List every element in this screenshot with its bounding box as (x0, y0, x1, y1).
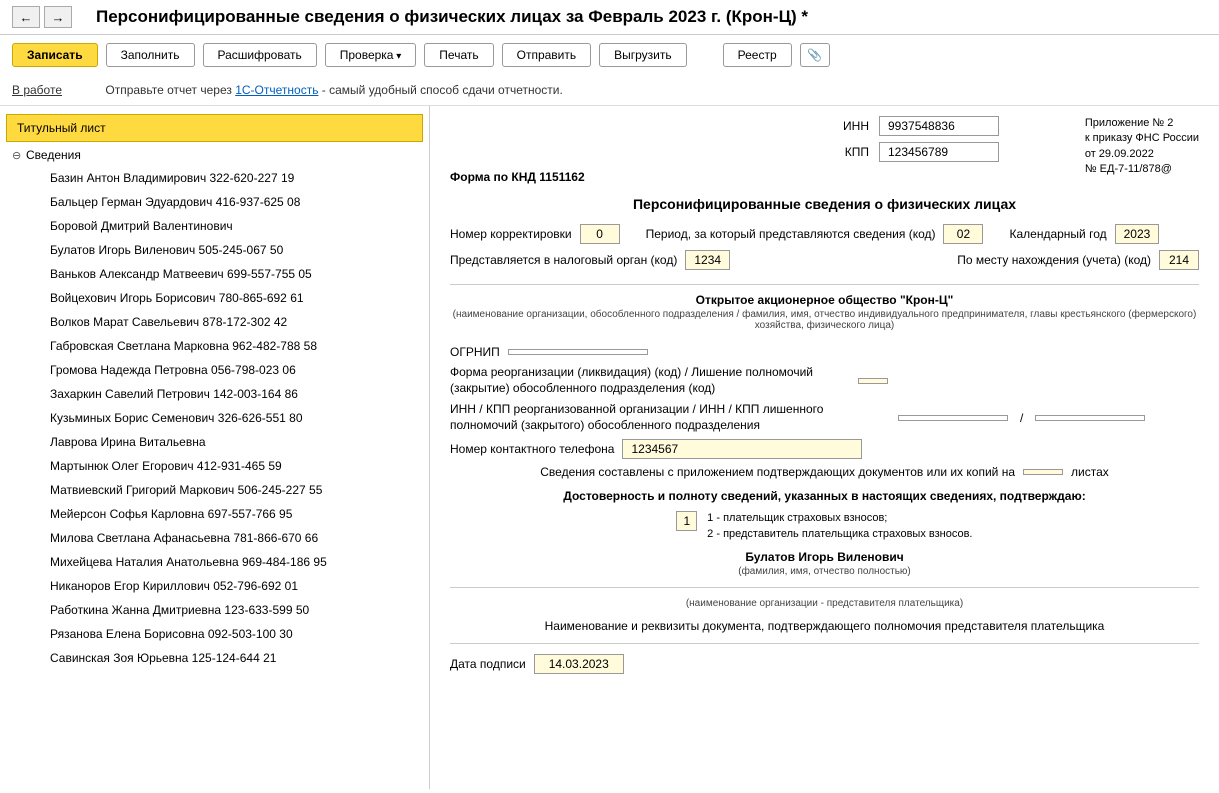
org-sub: (наименование организации, обособленного… (450, 309, 1199, 331)
decode-button[interactable]: Расшифровать (203, 43, 317, 67)
person-item[interactable]: Ваньков Александр Матвеевич 699-557-755 … (26, 262, 423, 286)
collapse-icon: ⊖ (12, 149, 26, 162)
sidebar: Титульный лист ⊖ Сведения Базин Антон Вл… (0, 106, 430, 789)
inn-kpp-reorg-label: ИНН / КПП реорганизованной организации /… (450, 402, 890, 433)
person-item[interactable]: Захаркин Савелий Петрович 142-003-164 86 (26, 382, 423, 406)
status-link[interactable]: 1С-Отчетность (235, 83, 318, 97)
person-item[interactable]: Габровская Светлана Марковна 962-482-788… (26, 334, 423, 358)
ogrnip-label: ОГРНИП (450, 345, 500, 359)
status-text-pre: Отправьте отчет через (105, 83, 235, 97)
org-name: Открытое акционерное общество "Крон-Ц" (450, 293, 1199, 307)
period-field[interactable]: 02 (943, 224, 983, 244)
person-item[interactable]: Мейерсон Софья Карловна 697-557-766 95 (26, 502, 423, 526)
reorg-inn-field[interactable] (898, 415, 1008, 421)
docs-label-post: листах (1071, 465, 1109, 479)
year-label: Календарный год (1009, 227, 1106, 241)
registry-button[interactable]: Реестр (723, 43, 792, 67)
tax-org-label: Представляется в налоговый орган (код) (450, 253, 677, 267)
person-item[interactable]: Работкина Жанна Дмитриевна 123-633-599 5… (26, 598, 423, 622)
phone-label: Номер контактного телефона (450, 442, 614, 456)
location-field[interactable]: 214 (1159, 250, 1199, 270)
kpp-label: КПП (845, 145, 869, 159)
status-state[interactable]: В работе (12, 83, 62, 97)
confirm-code-field[interactable]: 1 (676, 511, 697, 531)
ogrnip-field[interactable] (508, 349, 648, 355)
year-field[interactable]: 2023 (1115, 224, 1160, 244)
attach-button[interactable]: 📎 (800, 43, 830, 67)
docs-label-pre: Сведения составлены с приложением подтве… (540, 465, 1015, 479)
nav-back[interactable]: ← (12, 6, 40, 28)
correction-field[interactable]: 0 (580, 224, 620, 244)
tree-section-label: Сведения (26, 148, 81, 162)
save-button[interactable]: Записать (12, 43, 98, 67)
person-item[interactable]: Рязанова Елена Борисовна 092-503-100 30 (26, 622, 423, 646)
rep-sub: (наименование организации - представител… (450, 598, 1199, 609)
people-list: Базин Антон Владимирович 322-620-227 19Б… (26, 166, 423, 670)
person-item[interactable]: Волков Марат Савельевич 878-172-302 42 (26, 310, 423, 334)
person-item[interactable]: Кузьминых Борис Семенович 326-626-551 80 (26, 406, 423, 430)
signer-sub: (фамилия, имя, отчество полностью) (450, 566, 1199, 577)
correction-label: Номер корректировки (450, 227, 572, 241)
inn-label: ИНН (843, 119, 869, 133)
rep-doc-label: Наименование и реквизиты документа, подт… (450, 619, 1199, 633)
phone-field[interactable]: 1234567 (622, 439, 862, 459)
appendix-info: Приложение № 2 к приказу ФНС России от 2… (1085, 116, 1199, 178)
reorg-field[interactable] (858, 378, 888, 384)
status-text-post: - самый удобный способ сдачи отчетности. (318, 83, 562, 97)
location-label: По месту нахождения (учета) (код) (957, 253, 1151, 267)
nav-forward[interactable]: → (44, 6, 72, 28)
person-item[interactable]: Мартынюк Олег Егорович 412-931-465 59 (26, 454, 423, 478)
tax-org-field[interactable]: 1234 (685, 250, 730, 270)
period-label: Период, за который представляются сведен… (646, 227, 936, 241)
signer-name: Булатов Игорь Виленович (450, 550, 1199, 564)
doc-title: Персонифицированные сведения о физически… (450, 196, 1199, 212)
confirm-opt2: 2 - представитель плательщика страховых … (707, 527, 972, 542)
fill-button[interactable]: Заполнить (106, 43, 195, 67)
sign-date-field[interactable]: 14.03.2023 (534, 654, 624, 674)
person-item[interactable]: Булатов Игорь Виленович 505-245-067 50 (26, 238, 423, 262)
send-button[interactable]: Отправить (502, 43, 592, 67)
person-item[interactable]: Лаврова Ирина Витальевна (26, 430, 423, 454)
confirm-opt1: 1 - плательщик страховых взносов; (707, 511, 972, 526)
form-content: Приложение № 2 к приказу ФНС России от 2… (430, 106, 1219, 789)
person-item[interactable]: Михейцева Наталия Анатольевна 969-484-18… (26, 550, 423, 574)
docs-pages-field[interactable] (1023, 469, 1063, 475)
person-item[interactable]: Бальцер Герман Эдуардович 416-937-625 08 (26, 190, 423, 214)
check-button[interactable]: Проверка (325, 43, 417, 67)
person-item[interactable]: Милова Светлана Афанасьевна 781-866-670 … (26, 526, 423, 550)
person-item[interactable]: Базин Антон Владимирович 322-620-227 19 (26, 166, 423, 190)
page-title: Персонифицированные сведения о физически… (96, 7, 808, 27)
person-item[interactable]: Никаноров Егор Кириллович 052-796-692 01 (26, 574, 423, 598)
reorg-label: Форма реорганизации (ликвидация) (код) /… (450, 365, 850, 396)
kpp-field[interactable]: 123456789 (879, 142, 999, 162)
tree-section[interactable]: ⊖ Сведения (6, 144, 423, 166)
tab-title-sheet[interactable]: Титульный лист (6, 114, 423, 142)
inn-field[interactable]: 9937548836 (879, 116, 999, 136)
person-item[interactable]: Матвиевский Григорий Маркович 506-245-22… (26, 478, 423, 502)
person-item[interactable]: Боровой Дмитрий Валентинович (26, 214, 423, 238)
reorg-kpp-field[interactable] (1035, 415, 1145, 421)
person-item[interactable]: Войцехович Игорь Борисович 780-865-692 6… (26, 286, 423, 310)
export-button[interactable]: Выгрузить (599, 43, 687, 67)
sign-date-label: Дата подписи (450, 657, 526, 671)
print-button[interactable]: Печать (424, 43, 493, 67)
person-item[interactable]: Громова Надежда Петровна 056-798-023 06 (26, 358, 423, 382)
confirm-title: Достоверность и полноту сведений, указан… (450, 489, 1199, 503)
person-item[interactable]: Савинская Зоя Юрьевна 125-124-644 21 (26, 646, 423, 670)
